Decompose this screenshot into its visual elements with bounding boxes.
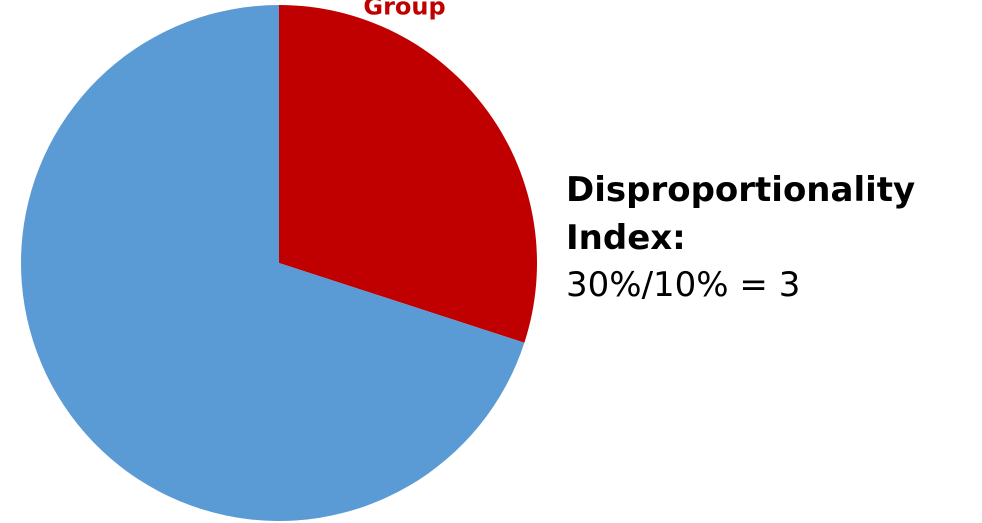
annotation-formula: 30%/10% = 3: [566, 265, 801, 305]
disproportionality-annotation: Disproportionality Index: 30%/10% = 3: [566, 166, 976, 308]
pie-slice-group-a: [279, 5, 537, 343]
annotation-title: Disproportionality Index:: [566, 170, 916, 258]
pie-slice-other: [20, 5, 525, 521]
slice-label-group-a: Group A: [363, 0, 445, 61]
